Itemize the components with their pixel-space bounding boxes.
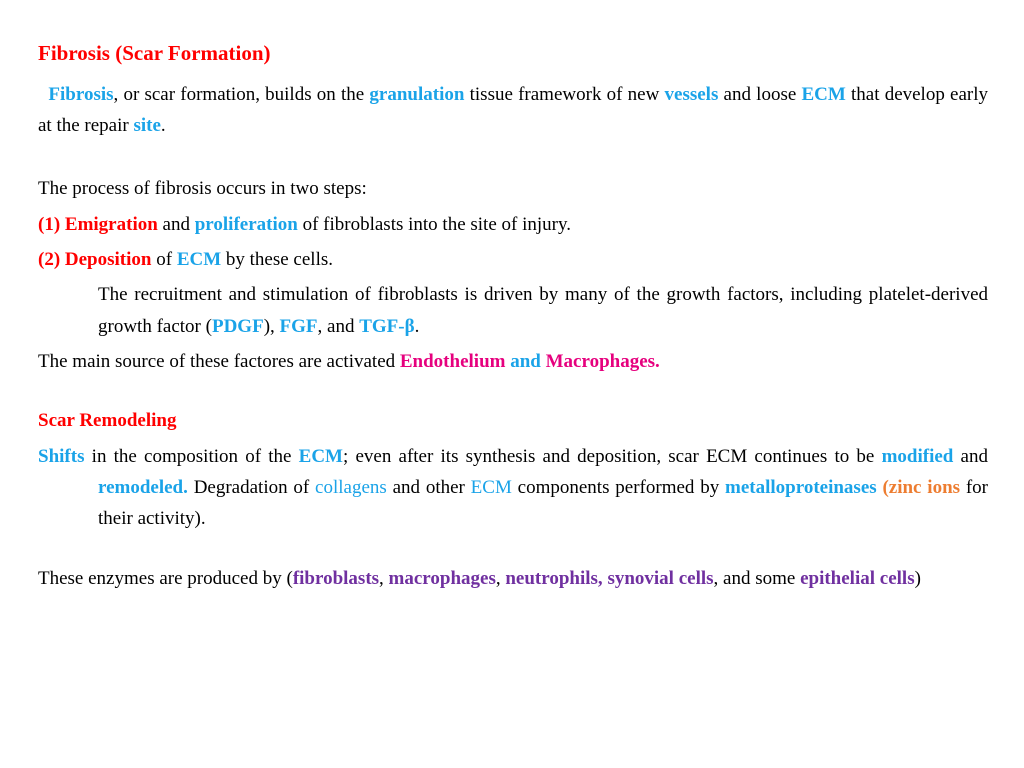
text xyxy=(38,84,48,105)
term-tgf: TGF- xyxy=(359,316,404,337)
text: . xyxy=(415,316,420,337)
text: , and xyxy=(318,316,360,337)
paragraph-intro: Fibrosis, or scar formation, builds on t… xyxy=(38,79,988,142)
subheading-scar-remodeling: Scar Remodeling xyxy=(38,405,988,436)
paragraph-sources: The main source of these factores are ac… xyxy=(38,346,988,377)
term-ecm: ECM xyxy=(177,249,226,270)
term-fibroblasts: fibroblasts xyxy=(293,568,379,589)
text: and xyxy=(961,446,988,467)
term-macrophages: macrophages xyxy=(389,568,496,589)
text: , xyxy=(379,568,389,589)
step-number: (1) xyxy=(38,214,65,235)
paragraph-enzymes: These enzymes are produced by (fibroblas… xyxy=(38,563,988,594)
term-epithelial: epithelial cells xyxy=(800,568,915,589)
term-ecm: ECM xyxy=(299,446,343,467)
term-synovial: synovial cells xyxy=(607,568,713,589)
step-1: (1) Emigration and proliferation of fibr… xyxy=(38,209,988,240)
text: Degradation of xyxy=(194,477,315,498)
text: , or scar formation, builds on the xyxy=(114,84,370,105)
paragraph-remodeling: Shifts in the composition of the ECM; ev… xyxy=(38,441,988,535)
term-neutrophils: neutrophils, xyxy=(505,568,607,589)
term-endothelium: Endothelium xyxy=(400,351,510,372)
term-ecm: ECM xyxy=(801,84,845,105)
step-number: (2) xyxy=(38,249,65,270)
text: tissue framework of new xyxy=(464,84,664,105)
text: of fibroblasts into the site of injury. xyxy=(303,214,571,235)
step-2-detail: The recruitment and stimulation of fibro… xyxy=(38,279,988,342)
page-title: Fibrosis (Scar Formation) xyxy=(38,36,988,71)
spacer xyxy=(38,145,988,173)
text: components performed by xyxy=(518,477,725,498)
term-proliferation: proliferation xyxy=(195,214,303,235)
text: ), xyxy=(264,316,280,337)
text-and: and xyxy=(510,351,545,372)
text: These enzymes are produced by ( xyxy=(38,568,293,589)
term-deposition: Deposition xyxy=(65,249,156,270)
text: , xyxy=(496,568,506,589)
term-collagens: collagens xyxy=(315,477,393,498)
text: and other xyxy=(393,477,471,498)
term-beta: β xyxy=(405,316,415,337)
text: of xyxy=(156,249,177,270)
term-fibrosis: Fibrosis xyxy=(48,84,113,105)
term-fgf: FGF xyxy=(280,316,318,337)
term-pdgf: PDGF xyxy=(212,316,264,337)
term-zinc: zinc ions xyxy=(889,477,966,498)
term-modified: modified xyxy=(882,446,961,467)
spacer xyxy=(38,539,988,563)
text: ; even after its synthesis and depositio… xyxy=(343,446,882,467)
term-emigration: Emigration xyxy=(65,214,163,235)
text: by these cells. xyxy=(226,249,333,270)
step-2: (2) Deposition of ECM by these cells. xyxy=(38,244,988,275)
text: ) xyxy=(915,568,921,589)
term-granulation: granulation xyxy=(369,84,464,105)
term-ecm2: ECM xyxy=(471,477,518,498)
term-metalloproteinases: metalloproteinases xyxy=(725,477,882,498)
text: and loose xyxy=(718,84,801,105)
term-shifts: Shifts xyxy=(38,446,92,467)
spacer xyxy=(38,381,988,405)
text: , and some xyxy=(714,568,801,589)
term-remodeled: remodeled. xyxy=(98,477,194,498)
paragraph-steps-intro: The process of fibrosis occurs in two st… xyxy=(38,173,988,204)
term-site: site xyxy=(133,115,160,136)
term-vessels: vessels xyxy=(665,84,719,105)
text: . xyxy=(161,115,166,136)
text: The main source of these factores are ac… xyxy=(38,351,400,372)
text: . xyxy=(655,351,660,372)
text: and xyxy=(163,214,195,235)
term-macrophages: Macrophages xyxy=(546,351,655,372)
text: in the composition of the xyxy=(92,446,299,467)
